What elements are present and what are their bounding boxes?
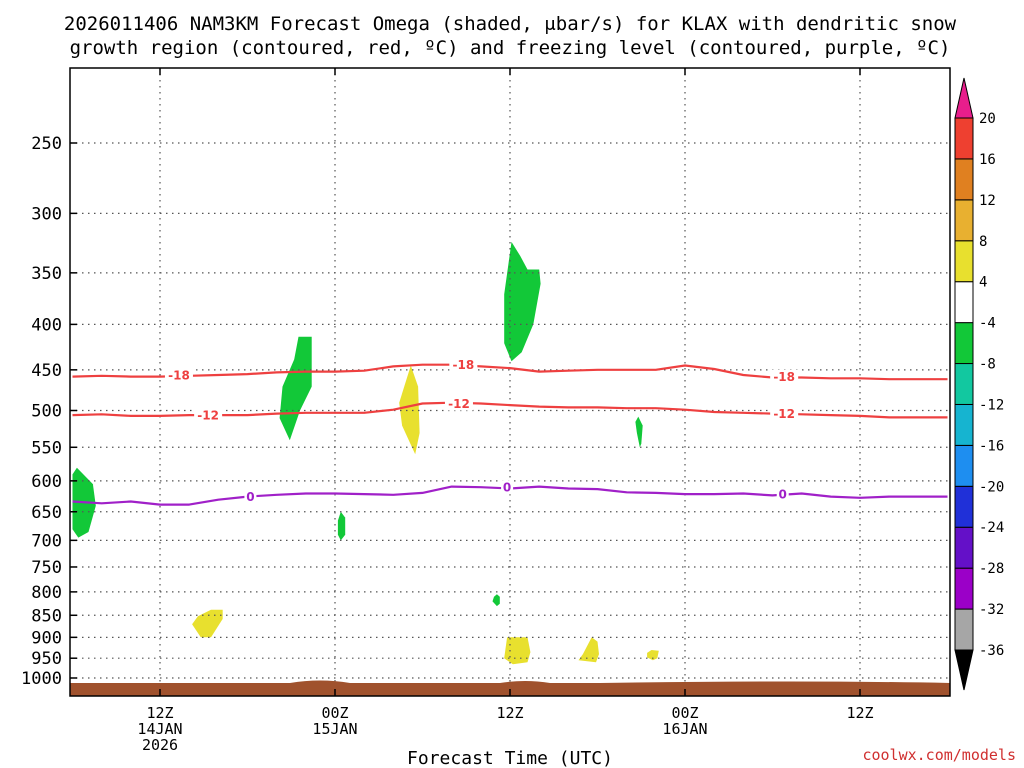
omega-region-4 [504, 241, 541, 362]
contour-label--18-1: -18 [168, 368, 190, 382]
contour-label-0-2: 0 [503, 481, 511, 495]
y-tick-label-900: 900 [31, 628, 62, 648]
chart-title-line2: growth region (contoured, red, ºC) and f… [70, 37, 951, 59]
contour-label--12-1: -12 [197, 409, 219, 423]
omega-shading-layer [72, 241, 659, 665]
contour-label-bg [501, 480, 514, 495]
chart-title-line1: 2026011406 NAM3KM Forecast Omega (shaded… [64, 13, 957, 35]
colorbar-segment-3 [954, 526, 974, 569]
contour-label--18-3: -18 [773, 370, 795, 384]
colorbar-segment-1 [954, 608, 974, 651]
colorbar-label--8: -8 [979, 357, 996, 373]
y-tick-label-800: 800 [31, 583, 62, 603]
colorbar-label--16: -16 [979, 438, 1004, 454]
omega-region-8 [192, 609, 223, 638]
colorbar-segment-10 [954, 240, 974, 283]
x-axis-label: Forecast Time (UTC) [407, 748, 613, 768]
colorbar-segment-5 [954, 444, 974, 487]
omega-region-5 [492, 594, 500, 607]
x-tick-label-12-3: 2026 [142, 736, 178, 754]
colorbar-label--4: -4 [979, 316, 996, 332]
grid-layer [70, 68, 950, 696]
y-tick-label-750: 750 [31, 558, 62, 578]
colorbar-segment-9 [954, 281, 974, 324]
y-tick-label-300: 300 [31, 204, 62, 224]
contour-label-bg [449, 357, 478, 372]
contour-label--18-2: -18 [452, 358, 474, 372]
x-tick-label-36-1: 12Z [496, 704, 523, 722]
colorbar-label--12: -12 [979, 397, 1004, 413]
omega-region-10 [578, 637, 599, 663]
y-tick-label-700: 700 [31, 531, 62, 551]
omega-region-2 [279, 336, 312, 441]
x-tick-label-24-1: 00Z [321, 704, 348, 722]
y-tick-label-250: 250 [31, 134, 62, 154]
omega-region-7 [399, 365, 420, 455]
contour-label-bg [194, 408, 223, 423]
omega-region-6 [635, 416, 643, 448]
y-tick-label-350: 350 [31, 264, 62, 284]
colorbar-segment-7 [954, 363, 974, 405]
colorbar-segment-4 [954, 485, 974, 528]
omega-region-11 [647, 650, 659, 661]
colorbar-under-arrow [954, 649, 974, 691]
colorbar-label-4: 4 [979, 275, 987, 291]
colorbar-segment-13 [954, 117, 974, 160]
y-tick-label-650: 650 [31, 503, 62, 523]
colorbar-label-8: 8 [979, 234, 987, 250]
contour-label--12-3: -12 [773, 407, 795, 421]
contour-label-bg [244, 489, 257, 504]
y-tick-label-400: 400 [31, 315, 62, 335]
y-tick-label-850: 850 [31, 606, 62, 626]
plot-frame [69, 67, 951, 697]
colorbar-segment-11 [954, 199, 974, 242]
x-tick-label-12-1: 12Z [146, 704, 173, 722]
y-tick-label-500: 500 [31, 402, 62, 422]
contour-layer: -18 -18 -18 -12 -12 -12 0 0 0 [72, 357, 948, 506]
colorbar-label-12: 12 [979, 193, 996, 209]
colorbar-segment-6 [954, 403, 974, 446]
contour-label-bg [444, 396, 473, 411]
x-tick-label-12-2: 14JAN [137, 720, 182, 738]
contour-label-0-3: 0 [779, 488, 787, 502]
colorbar-label--32: -32 [979, 602, 1004, 618]
colorbar-label--24: -24 [979, 520, 1004, 536]
contour-label-bg [164, 367, 193, 382]
colorbar-label-20: 20 [979, 111, 996, 127]
omega-region-3 [337, 511, 346, 541]
contour-label-0-1: 0 [246, 490, 254, 504]
y-tick-label-950: 950 [31, 649, 62, 669]
colorbar-label--28: -28 [979, 561, 1004, 577]
colorbar-segment-12 [954, 158, 974, 201]
y-tick-label-1000: 1000 [21, 669, 62, 689]
colorbar: -36 -32 -28 -24 -20 -16 -12 -8 -4 4 8 12 16 20 [954, 77, 1004, 691]
colorbar-label-16: 16 [979, 152, 996, 168]
contour-label-bg [776, 487, 789, 502]
y-tick-label-450: 450 [31, 361, 62, 381]
colorbar-segment-2 [954, 567, 974, 610]
colorbar-label--36: -36 [979, 643, 1004, 659]
x-tick-label-48-1: 00Z [671, 704, 698, 722]
credit-text: coolwx.com/models [862, 746, 1016, 764]
y-tick-label-550: 550 [31, 438, 62, 458]
ground-bumps [290, 680, 950, 683]
contour-label-bg [770, 406, 799, 421]
x-tick-label-48-2: 16JAN [662, 720, 707, 738]
omega-region-9 [504, 637, 531, 665]
colorbar-over-arrow [954, 77, 974, 119]
contour-label--12-2: -12 [448, 397, 470, 411]
contour-line--18 [72, 363, 948, 381]
x-tick-label-24-2: 15JAN [312, 720, 357, 738]
contour-label-bg [770, 369, 799, 384]
colorbar-label--20: -20 [979, 479, 1004, 495]
y-tick-label-600: 600 [31, 472, 62, 492]
x-tick-label-60-1: 12Z [846, 704, 873, 722]
colorbar-segment-8 [954, 322, 974, 365]
y-axis: 2503003504004505005506006507007508008509… [21, 134, 77, 689]
